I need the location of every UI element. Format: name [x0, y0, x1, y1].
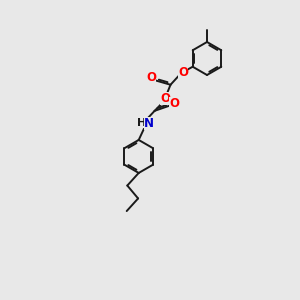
Text: H: H [137, 118, 146, 128]
Text: O: O [178, 66, 188, 79]
Text: O: O [169, 98, 179, 110]
Text: O: O [146, 71, 156, 84]
Text: O: O [160, 92, 170, 105]
Text: N: N [144, 117, 154, 130]
